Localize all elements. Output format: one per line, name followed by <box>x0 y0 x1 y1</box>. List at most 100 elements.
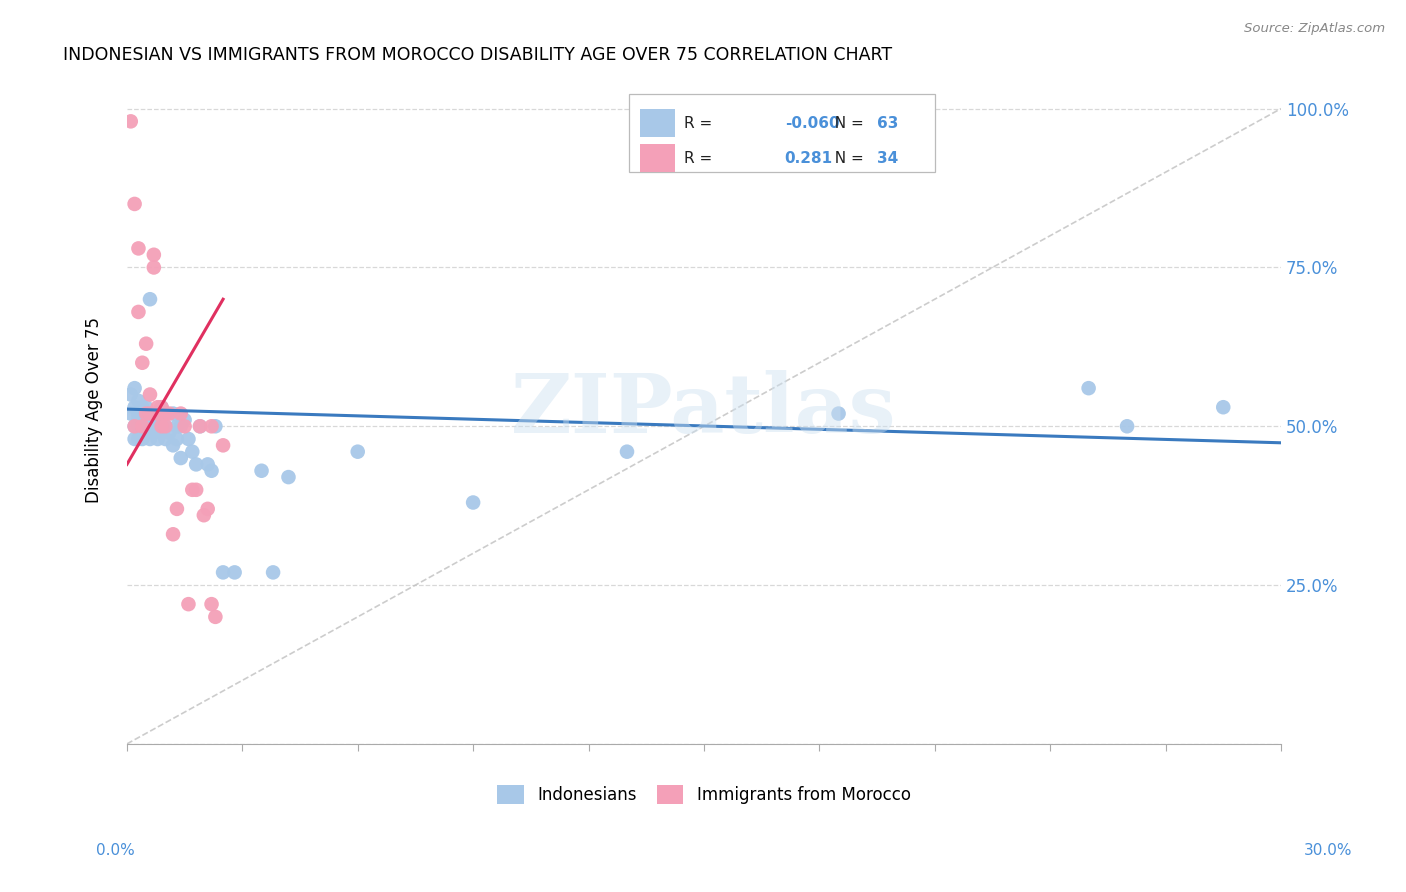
Point <box>157 425 180 440</box>
Text: 63: 63 <box>877 116 898 131</box>
Point <box>197 458 219 472</box>
Point <box>188 419 211 434</box>
Point <box>177 432 200 446</box>
Point <box>150 419 173 434</box>
Y-axis label: Disability Age Over 75: Disability Age Over 75 <box>86 318 103 503</box>
Point <box>142 260 165 275</box>
Point <box>127 407 149 421</box>
Text: 0.281: 0.281 <box>785 151 832 166</box>
Point <box>124 197 146 211</box>
Point <box>139 407 162 421</box>
Point <box>181 444 204 458</box>
Point <box>277 470 299 484</box>
Text: N =: N = <box>825 116 869 131</box>
Point <box>170 419 193 434</box>
Point <box>135 419 157 434</box>
Point <box>120 114 142 128</box>
Point <box>146 407 169 421</box>
Point <box>155 432 177 446</box>
Point <box>127 393 149 408</box>
Point <box>150 401 173 415</box>
Point <box>177 597 200 611</box>
Point <box>150 419 173 434</box>
Point <box>131 425 153 440</box>
Point <box>166 419 188 434</box>
FancyBboxPatch shape <box>641 110 675 137</box>
Point <box>120 387 142 401</box>
Text: 30.0%: 30.0% <box>1305 843 1353 857</box>
Point <box>197 501 219 516</box>
Point <box>212 566 235 580</box>
Point <box>131 356 153 370</box>
Text: 0.0%: 0.0% <box>96 843 135 857</box>
Text: R =: R = <box>685 151 717 166</box>
Point <box>193 508 215 523</box>
Point <box>135 407 157 421</box>
Point <box>139 432 162 446</box>
Point <box>127 241 149 255</box>
Point <box>146 407 169 421</box>
Text: 34: 34 <box>877 151 898 166</box>
Point <box>146 432 169 446</box>
Point <box>1077 381 1099 395</box>
Text: INDONESIAN VS IMMIGRANTS FROM MOROCCO DISABILITY AGE OVER 75 CORRELATION CHART: INDONESIAN VS IMMIGRANTS FROM MOROCCO DI… <box>63 46 893 64</box>
Point <box>155 419 177 434</box>
Point <box>124 401 146 415</box>
Point <box>131 401 153 415</box>
Point <box>155 419 177 434</box>
Point <box>204 419 226 434</box>
Point <box>186 458 208 472</box>
Point <box>346 444 368 458</box>
Point <box>142 425 165 440</box>
Point <box>127 432 149 446</box>
Point <box>224 566 246 580</box>
Point <box>139 292 162 306</box>
Point <box>127 305 149 319</box>
Text: R =: R = <box>685 116 717 131</box>
Point <box>146 401 169 415</box>
Point <box>173 419 195 434</box>
Point <box>135 413 157 427</box>
Point <box>212 438 235 452</box>
Point <box>166 432 188 446</box>
Point <box>139 407 162 421</box>
Point <box>135 336 157 351</box>
Point <box>120 407 142 421</box>
Point <box>131 432 153 446</box>
Point <box>155 407 177 421</box>
Point <box>204 610 226 624</box>
FancyBboxPatch shape <box>641 145 675 172</box>
Point <box>146 413 169 427</box>
Point <box>186 483 208 497</box>
Point <box>127 413 149 427</box>
Text: Source: ZipAtlas.com: Source: ZipAtlas.com <box>1244 22 1385 36</box>
Point <box>124 419 146 434</box>
Point <box>131 419 153 434</box>
Point <box>135 425 157 440</box>
Point <box>139 387 162 401</box>
Point <box>162 438 184 452</box>
Point <box>139 419 162 434</box>
FancyBboxPatch shape <box>628 94 935 172</box>
Point <box>200 597 222 611</box>
Point <box>170 407 193 421</box>
Point <box>616 444 638 458</box>
Point <box>1116 419 1139 434</box>
Text: -0.060: -0.060 <box>785 116 839 131</box>
Point <box>135 407 157 421</box>
Legend: Indonesians, Immigrants from Morocco: Indonesians, Immigrants from Morocco <box>489 776 920 813</box>
Point <box>250 464 273 478</box>
Point <box>157 407 180 421</box>
Point <box>155 407 177 421</box>
Point <box>124 419 146 434</box>
Point <box>170 450 193 465</box>
Point <box>124 381 146 395</box>
Point <box>131 419 153 434</box>
Point <box>262 566 284 580</box>
Text: ZIPatlas: ZIPatlas <box>512 370 897 450</box>
Point <box>200 419 222 434</box>
Point <box>142 248 165 262</box>
Point <box>188 419 211 434</box>
Point <box>142 413 165 427</box>
Point <box>166 501 188 516</box>
